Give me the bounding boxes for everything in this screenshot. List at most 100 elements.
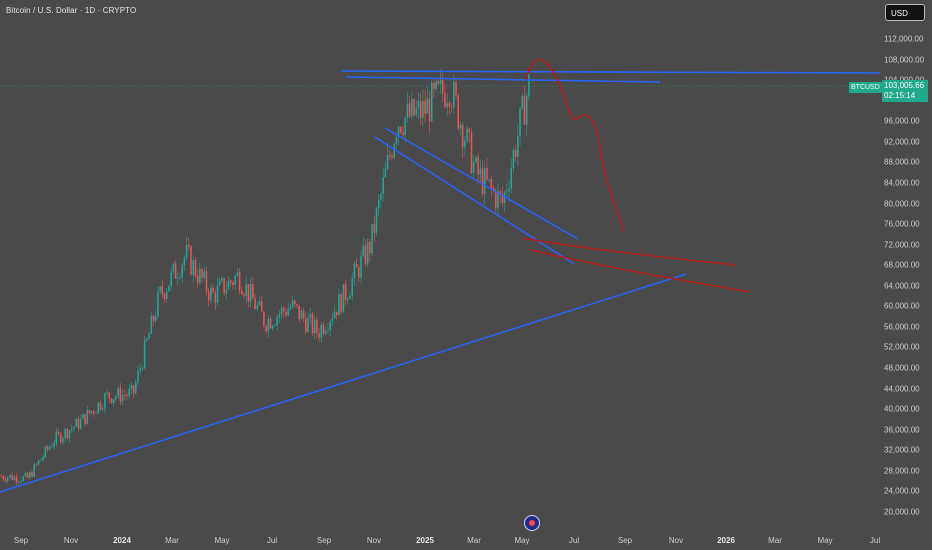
candle-body [265,325,267,332]
candle-body [492,187,495,191]
candle-body [40,459,42,461]
candle-body [475,157,477,162]
candle-body [163,293,166,299]
candle-body [453,82,455,108]
candle-body [294,300,296,305]
candle-body [214,292,217,303]
trendline-resistance-2[interactable] [345,76,661,83]
candle-body [375,208,378,233]
price-tick: 32,000.00 [884,445,920,455]
candle-body [249,284,252,302]
candle-body [88,409,91,414]
projection-line-2[interactable] [529,249,751,293]
candle-body [307,317,309,332]
candle-body [430,82,433,122]
candle-body [9,475,11,478]
candle-body [172,263,175,272]
candle-body [84,414,86,425]
price-tick: 24,000.00 [884,486,920,496]
channel-lower[interactable] [374,136,575,265]
price-tick: 84,000.00 [884,178,920,188]
candle-body [276,316,278,326]
candle-body [497,191,499,208]
candle-body [296,304,298,306]
candle-body [408,103,411,117]
candle-body [386,154,389,169]
trendline-support[interactable] [0,273,687,493]
candle-body [42,456,44,460]
candle-body [132,385,135,393]
projection-line-1[interactable] [521,237,737,266]
candle-body [234,276,236,286]
time-tick: Sep [13,536,29,545]
candle-body [26,473,29,478]
candle-body [108,392,111,399]
candle-body [382,177,384,195]
candle-body [37,460,40,465]
time-tick: Sep [617,536,633,545]
candle-body [424,101,426,114]
price-tick: 112,000.00 [884,34,924,44]
candle-body [437,81,440,84]
candle-body [11,475,13,481]
candle-body [117,388,119,397]
candle-body [106,392,108,394]
candle-body [99,402,102,409]
candle-body [17,481,20,483]
candle-body [406,103,409,118]
time-tick: 2025 [416,536,434,545]
candle-body [2,476,5,480]
candle-body [404,117,407,135]
candle-body [362,245,365,256]
candle-body [402,132,404,135]
time-tick: Mar [165,536,179,545]
candle-body [185,245,188,258]
candle-body [77,418,80,429]
time-tick: Nov [668,536,684,545]
price-tick: 68,000.00 [884,260,920,270]
candle-body [397,126,400,137]
drawing-layer[interactable] [0,58,880,493]
candle-body [154,316,157,321]
channel-upper[interactable] [384,127,579,240]
candle-body [483,167,486,195]
time-tick: Mar [467,536,481,545]
price-chart[interactable] [0,0,880,530]
candle-body [525,96,528,125]
candle-body [221,278,223,281]
candle-body [119,388,122,402]
candle-body [274,325,276,327]
candle-body [146,338,148,341]
price-tick: 96,000.00 [884,116,920,126]
candle-body [302,310,305,319]
candle-body [254,298,256,310]
price-tick: 20,000.00 [884,507,920,517]
projection-path[interactable] [525,58,625,233]
candle-body [48,446,51,450]
price-tick: 60,000.00 [884,301,920,311]
event-marker-icon[interactable] [524,515,540,531]
candle-body [324,330,327,334]
candle-body [44,446,47,457]
candle-body [448,103,451,107]
candle-body [75,418,77,427]
candle-body [391,155,393,158]
candle-body [170,271,172,286]
candle-body [241,290,243,295]
time-tick: Jul [568,536,580,545]
candle-body [135,382,137,393]
candle-body [115,396,117,400]
candle-body [168,285,170,292]
chart-title: Bitcoin / U.S. Dollar · 1D · CRYPTO [6,6,137,15]
candle-body [428,98,431,122]
last-price-value: 103,005.66 [884,81,925,90]
candle-body [508,188,510,192]
candle-body [411,99,413,117]
trendline-resistance-1[interactable] [340,70,880,74]
candle-body [110,398,113,404]
chart-canvas[interactable]: Bitcoin / U.S. Dollar · 1D · CRYPTO [0,0,880,531]
candle-body [90,411,93,414]
currency-button[interactable]: USD [885,4,925,21]
candle-body [455,82,457,96]
time-tick: Jul [869,536,881,545]
